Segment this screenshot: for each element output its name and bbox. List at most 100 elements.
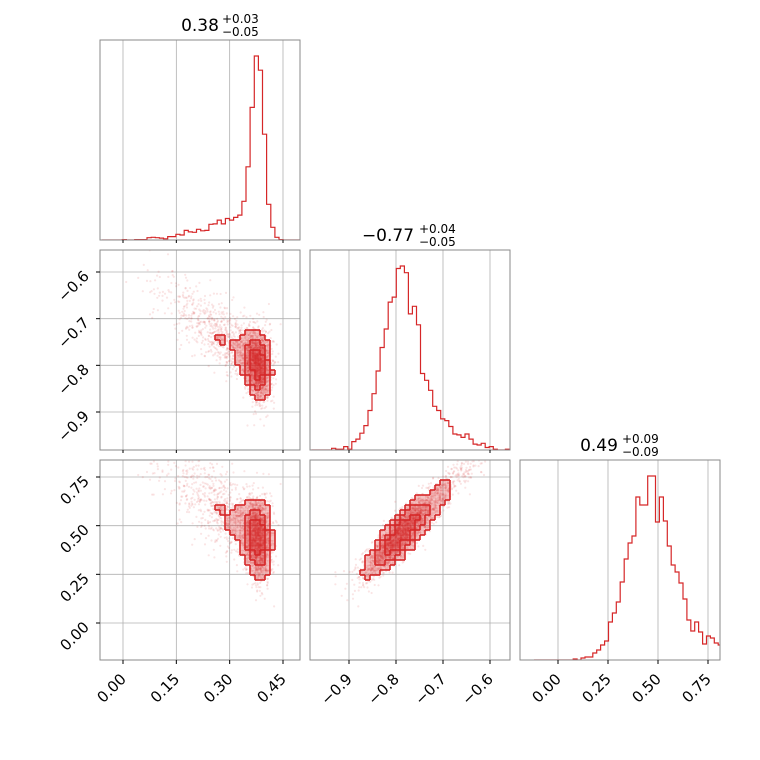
density-cell [255, 385, 261, 391]
sample-point [256, 364, 259, 367]
sample-point [272, 360, 275, 363]
sample-point [254, 354, 257, 357]
sample-point [251, 359, 254, 362]
sample-point [254, 410, 257, 413]
sample-point [257, 381, 260, 384]
sample-point [250, 371, 254, 374]
sample-point [253, 362, 256, 365]
sample-point [184, 502, 187, 505]
sample-point [216, 328, 219, 331]
density-cell [255, 350, 261, 356]
density-cell [265, 390, 271, 396]
sample-point [225, 307, 229, 310]
density-cell [240, 365, 246, 371]
sample-point [179, 316, 183, 319]
sample-point [166, 253, 170, 256]
sample-point [236, 353, 239, 356]
sample-point [215, 323, 218, 326]
sample-point [259, 382, 262, 385]
sample-point [225, 355, 229, 358]
sample-point [219, 356, 222, 359]
sample-point [259, 357, 262, 361]
sample-point [238, 359, 241, 362]
sample-point [255, 381, 258, 384]
density-cell [250, 365, 256, 371]
sample-point [260, 357, 263, 360]
sample-point [249, 332, 252, 335]
sample-point [204, 311, 207, 314]
sample-point [257, 353, 260, 356]
sample-point [259, 362, 262, 365]
sample-point [261, 539, 264, 542]
sample-point [258, 366, 261, 369]
sample-point [247, 369, 251, 372]
density-cell [250, 340, 256, 346]
sample-point [229, 319, 232, 322]
sample-point [255, 372, 258, 375]
sample-point [262, 315, 265, 319]
sample-point [241, 367, 244, 371]
sample-point [225, 351, 228, 355]
sample-point [185, 338, 189, 341]
sample-point [254, 356, 257, 359]
sample-point [258, 368, 261, 372]
sample-point [177, 295, 180, 298]
sample-point [260, 351, 263, 355]
sample-point [255, 373, 258, 376]
sample-point [240, 362, 243, 365]
sample-point [181, 310, 184, 313]
sample-point [262, 380, 265, 383]
sample-point [193, 490, 196, 493]
sample-point [257, 367, 260, 370]
sample-point [259, 359, 262, 362]
sample-point [259, 370, 262, 373]
sample-point [214, 324, 217, 327]
sample-point [253, 353, 256, 356]
sample-point [256, 336, 259, 339]
density-cell [245, 365, 251, 371]
sample-point [199, 297, 202, 300]
sample-point [266, 385, 269, 388]
sample-point [257, 382, 260, 385]
sample-point [192, 468, 195, 471]
sample-point [220, 337, 223, 340]
sample-point [256, 353, 259, 356]
sample-point [257, 362, 261, 365]
sample-point [238, 531, 241, 534]
sample-point [257, 381, 261, 384]
sample-point [222, 310, 225, 313]
sample-point [218, 502, 221, 505]
sample-point [195, 325, 198, 328]
sample-point [193, 498, 196, 501]
sample-point [218, 336, 221, 339]
sample-point [253, 361, 256, 364]
sample-point [221, 338, 224, 341]
sample-point [254, 541, 257, 544]
sample-point [256, 370, 259, 373]
sample-point [239, 353, 242, 356]
sample-point [248, 323, 251, 326]
sample-point [261, 356, 264, 359]
sample-point [197, 322, 200, 325]
sample-point [229, 334, 232, 337]
sample-point [199, 309, 202, 312]
sample-point [255, 364, 259, 367]
sample-point [236, 343, 239, 346]
density-cell [245, 370, 251, 376]
sample-point [163, 480, 167, 483]
sample-point [255, 363, 258, 366]
sample-point [260, 366, 263, 369]
sample-point [173, 489, 176, 492]
sample-point [232, 471, 235, 474]
sample-point [262, 388, 265, 391]
sample-point [158, 275, 161, 279]
sample-point [250, 373, 253, 376]
sample-point [241, 354, 244, 357]
sample-point [256, 341, 259, 344]
sample-point [255, 387, 258, 390]
sample-point [252, 351, 255, 354]
sample-point [214, 351, 217, 354]
sample-point [181, 314, 184, 317]
sample-point [251, 355, 254, 358]
sample-point [249, 370, 252, 373]
